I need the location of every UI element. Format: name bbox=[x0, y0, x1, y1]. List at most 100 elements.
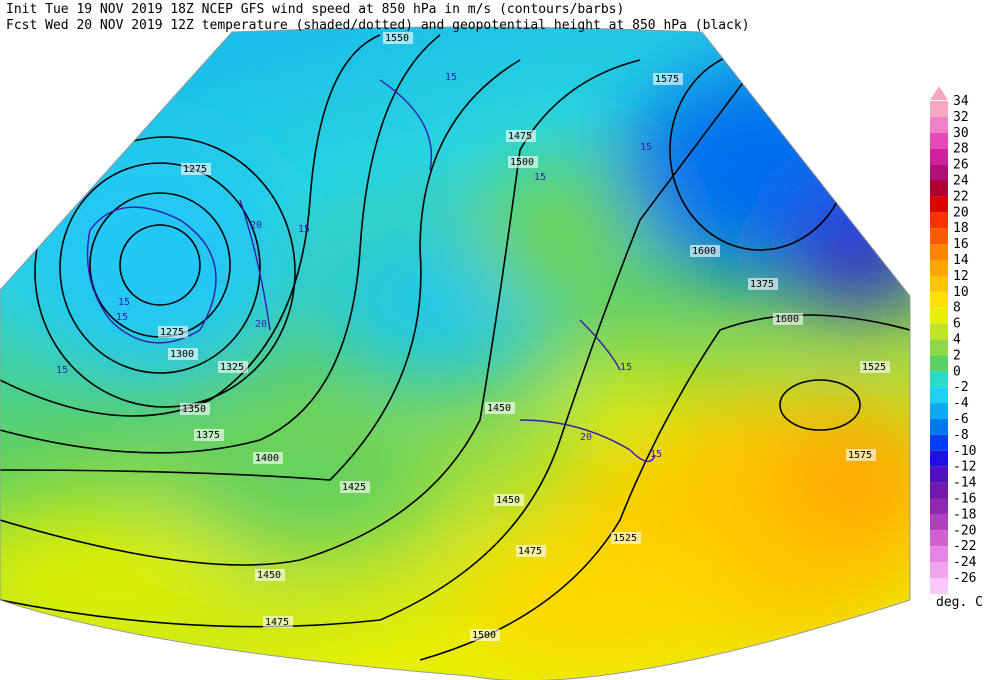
wind-label: 15 bbox=[620, 362, 632, 373]
contour-label: 1475 bbox=[265, 617, 289, 628]
colorbar-label: -2 bbox=[953, 380, 969, 395]
colorbar-label: 8 bbox=[953, 301, 961, 316]
contour-label-bg bbox=[340, 481, 370, 493]
contour-label: 1450 bbox=[257, 570, 281, 581]
header-line: Fcst Wed 20 NOV 2019 12Z temperature (sh… bbox=[6, 18, 750, 33]
wind-label: 15 bbox=[640, 142, 652, 153]
colorbar-label: -8 bbox=[953, 428, 969, 443]
contour-label: 1575 bbox=[848, 450, 872, 461]
wind-label: 15 bbox=[298, 224, 310, 235]
contour-label-bg bbox=[383, 32, 413, 44]
colorbar-cell bbox=[930, 148, 948, 165]
contour-label-bg bbox=[470, 629, 500, 641]
contour-label: 1325 bbox=[220, 362, 244, 373]
wind-label: 20 bbox=[255, 319, 267, 330]
colorbar-cell bbox=[930, 419, 948, 435]
colorbar-cell bbox=[930, 339, 948, 356]
colorbar-label: -14 bbox=[953, 476, 977, 491]
contour-label-bg bbox=[494, 494, 524, 506]
colorbar-arrow bbox=[930, 86, 948, 100]
contour-label: 1400 bbox=[255, 453, 279, 464]
contour-label: 1425 bbox=[342, 482, 366, 493]
contour-label: 1575 bbox=[655, 74, 679, 85]
colorbar-cell bbox=[930, 466, 948, 483]
contour-label-bg bbox=[773, 313, 803, 325]
wind-label: 15 bbox=[534, 172, 546, 183]
contour-label-bg bbox=[611, 532, 641, 544]
colorbar-cell bbox=[930, 307, 948, 324]
colorbar-label: -20 bbox=[953, 523, 976, 538]
colorbar-label: -16 bbox=[953, 492, 976, 507]
contour-label: 1525 bbox=[862, 362, 886, 373]
colorbar-cell bbox=[930, 260, 948, 276]
wind-label: 15 bbox=[56, 365, 68, 376]
contour-label-bg bbox=[263, 616, 293, 628]
map-border bbox=[0, 26, 911, 680]
contour-label: 1500 bbox=[472, 630, 496, 641]
wind-label: 15 bbox=[445, 72, 457, 83]
wind-label: 20 bbox=[580, 432, 592, 443]
contour-label: 1600 bbox=[775, 314, 799, 325]
colorbar-cell bbox=[930, 180, 948, 197]
colorbar-cell bbox=[930, 498, 948, 515]
contour-label: 1600 bbox=[692, 246, 716, 257]
colorbar-label: 14 bbox=[953, 253, 969, 268]
contour-label: 1500 bbox=[510, 157, 534, 168]
colorbar-label: 0 bbox=[953, 364, 961, 379]
contour-label-bg bbox=[485, 402, 515, 414]
contour-label-bg bbox=[506, 130, 536, 142]
colorbar-cell bbox=[930, 546, 948, 563]
colorbar-cell bbox=[930, 323, 948, 340]
colorbar-label: -22 bbox=[953, 539, 976, 554]
colorbar-units: deg. C bbox=[936, 595, 983, 610]
header-line: Init Tue 19 NOV 2019 18Z NCEP GFS wind s… bbox=[6, 2, 624, 17]
colorbar-label: 30 bbox=[953, 126, 969, 141]
contour-label-bg bbox=[158, 326, 188, 338]
colorbar-label: 6 bbox=[953, 317, 961, 332]
contour-label-bg bbox=[860, 361, 890, 373]
colorbar-label: 4 bbox=[953, 333, 961, 348]
contour-label-bg bbox=[181, 163, 211, 175]
colorbar-cell bbox=[930, 482, 948, 499]
colorbar-label: 22 bbox=[953, 189, 969, 204]
contour-label-bg bbox=[508, 156, 538, 168]
wind-contours bbox=[86, 79, 656, 463]
colorbar-label: 18 bbox=[953, 221, 969, 236]
contour-label: 1450 bbox=[487, 403, 511, 414]
contour-label: 1550 bbox=[385, 33, 409, 44]
colorbar-cell bbox=[930, 244, 948, 260]
colorbar-cell bbox=[930, 228, 948, 245]
contour-label-bg bbox=[180, 403, 210, 415]
colorbar-label: 10 bbox=[953, 285, 969, 300]
contour-label-bg bbox=[846, 449, 876, 461]
contour-label: 1525 bbox=[613, 533, 637, 544]
colorbar-label: -18 bbox=[953, 507, 976, 522]
colorbar-cell bbox=[930, 116, 948, 133]
colorbar-label: -26 bbox=[953, 571, 976, 586]
colorbar-label: -4 bbox=[953, 396, 969, 411]
colorbar-cell bbox=[930, 101, 948, 117]
wind-label: 15 bbox=[118, 297, 130, 308]
wind-label: 15 bbox=[116, 312, 128, 323]
colorbar-label: 26 bbox=[953, 158, 969, 173]
contour-label: 1475 bbox=[508, 131, 532, 142]
contour-label: 1450 bbox=[496, 495, 520, 506]
colorbar-label: -6 bbox=[953, 412, 969, 427]
contour-label-bg bbox=[194, 429, 224, 441]
colorbar-cell bbox=[930, 132, 948, 149]
colorbar-cell bbox=[930, 578, 948, 594]
contour-label-bg bbox=[748, 278, 778, 290]
contour-label: 1300 bbox=[170, 349, 194, 360]
colorbar-cell bbox=[930, 450, 948, 467]
contour-label: 1275 bbox=[160, 327, 184, 338]
colorbar-cell bbox=[930, 196, 948, 213]
colorbar-label: 12 bbox=[953, 269, 969, 284]
colorbar-label: 32 bbox=[953, 110, 969, 125]
colorbar-label: 28 bbox=[953, 142, 969, 157]
colorbar-label: 34 bbox=[953, 94, 969, 109]
contour-label-bg bbox=[653, 73, 683, 85]
map-field bbox=[0, 27, 910, 680]
colorbar-cell bbox=[930, 355, 948, 372]
colorbar-label: -24 bbox=[953, 555, 977, 570]
